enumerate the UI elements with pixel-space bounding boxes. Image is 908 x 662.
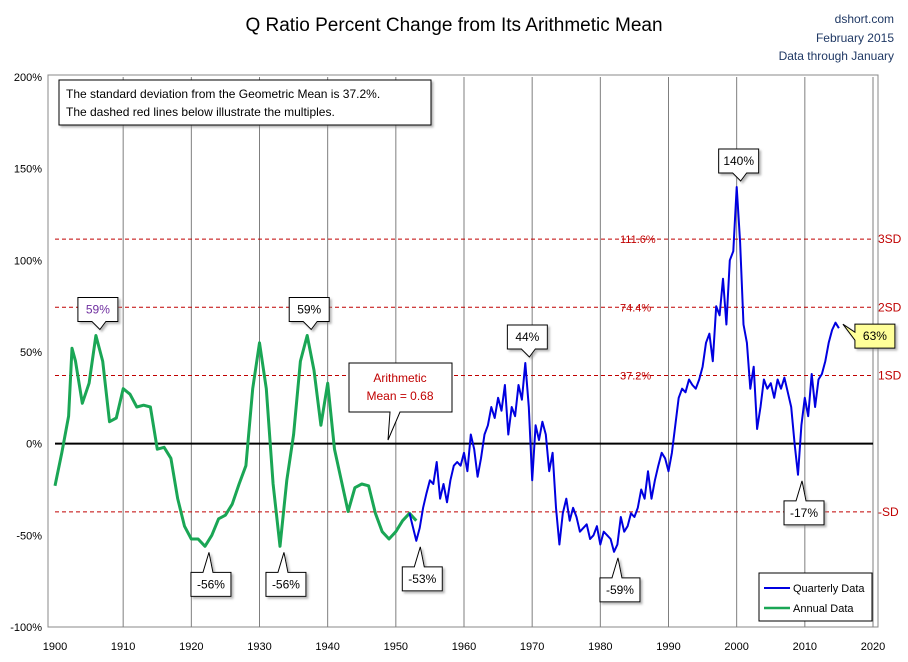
y-tick-label: -100% bbox=[10, 622, 42, 634]
y-tick-label: 100% bbox=[14, 255, 42, 267]
callout: -56% bbox=[190, 552, 232, 597]
callout: -17% bbox=[783, 480, 825, 526]
callout-box bbox=[288, 297, 330, 331]
callout-label: -53% bbox=[408, 572, 436, 586]
callout-box bbox=[718, 148, 760, 182]
y-axis: 200% 150% 100% 50% 0% -50% -100% bbox=[10, 72, 42, 634]
x-tick-label: 1930 bbox=[247, 641, 271, 653]
x-tick-label: 1900 bbox=[43, 641, 67, 653]
x-tick-label: 1940 bbox=[315, 641, 339, 653]
source-note: Data through January bbox=[779, 49, 894, 63]
callout-box bbox=[401, 546, 443, 592]
source-site: dshort.com bbox=[835, 12, 894, 26]
info-line-2: The dashed red lines below illustrate th… bbox=[66, 105, 335, 119]
x-tick-label: 1950 bbox=[384, 641, 408, 653]
callout-label: -56% bbox=[272, 577, 300, 591]
x-tick-label: 1990 bbox=[656, 641, 680, 653]
info-box: The standard deviation from the Geometri… bbox=[58, 79, 432, 126]
x-tick-label: 1910 bbox=[111, 641, 135, 653]
callout: 59% bbox=[288, 297, 330, 331]
y-tick-label: 0% bbox=[26, 439, 42, 451]
legend-label-quarterly: Quarterly Data bbox=[793, 583, 865, 595]
x-tick-label: 1960 bbox=[452, 641, 476, 653]
callout-box bbox=[842, 323, 896, 349]
sd-right-label: 3SD bbox=[878, 232, 902, 246]
source-date: February 2015 bbox=[816, 31, 894, 45]
callout-label: 59% bbox=[297, 303, 321, 317]
callout-box bbox=[190, 552, 232, 597]
callout: -59% bbox=[599, 557, 641, 603]
sd-right-label: 2SD bbox=[878, 300, 902, 314]
callouts: 59% 59% -56% -56% -53% 44% -59% 140% -17% 63% bbox=[77, 148, 896, 603]
callout-label: 63% bbox=[863, 329, 887, 343]
x-tick-label: 1980 bbox=[588, 641, 612, 653]
sd-lines: 111.6% 3SD 74.4% 2SD 37.2% 1SD -SD bbox=[55, 232, 902, 519]
y-tick-label: 50% bbox=[20, 347, 42, 359]
series-quarterly-line bbox=[408, 186, 840, 553]
callout: 140% bbox=[718, 148, 760, 182]
callout: 63% bbox=[842, 323, 896, 349]
chart-title: Q Ratio Percent Change from Its Arithmet… bbox=[245, 15, 662, 36]
callout-label: 44% bbox=[515, 330, 539, 344]
callout-box bbox=[599, 557, 641, 603]
callout-label: -56% bbox=[197, 577, 225, 591]
callout-label: 59% bbox=[86, 303, 110, 317]
legend: Quarterly Data Annual Data bbox=[758, 572, 873, 622]
mean-callout-line-1: Arithmetic bbox=[373, 371, 426, 385]
callout-box bbox=[506, 324, 548, 358]
series-annual-line bbox=[53, 334, 418, 548]
sd-right-label: -SD bbox=[878, 505, 899, 519]
mean-callout: Arithmetic Mean = 0.68 bbox=[348, 362, 453, 441]
callout-label: -59% bbox=[606, 583, 634, 597]
x-axis: 1900 1910 1920 1930 1940 1950 1960 1970 1980 1990… bbox=[43, 641, 885, 653]
sd-line-label: 74.4% bbox=[620, 302, 651, 314]
callout-label: 140% bbox=[723, 154, 754, 168]
callout-box bbox=[77, 297, 119, 331]
sd-line-label: 37.2% bbox=[620, 370, 651, 382]
x-tick-label: 2020 bbox=[861, 641, 885, 653]
callout: 59% bbox=[77, 297, 119, 331]
callout-box bbox=[783, 480, 825, 526]
series-group bbox=[53, 186, 840, 553]
legend-label-annual: Annual Data bbox=[793, 603, 854, 615]
y-tick-label: 200% bbox=[14, 72, 42, 84]
callout-box bbox=[265, 552, 307, 597]
callout: 44% bbox=[506, 324, 548, 358]
callout: -53% bbox=[401, 546, 443, 592]
y-tick-label: 150% bbox=[14, 164, 42, 176]
sd-line-label: 111.6% bbox=[620, 234, 656, 246]
y-tick-label: -50% bbox=[16, 530, 42, 542]
sd-right-label: 1SD bbox=[878, 368, 902, 382]
callout: -56% bbox=[265, 552, 307, 597]
info-line-1: The standard deviation from the Geometri… bbox=[66, 87, 380, 101]
x-tick-label: 1970 bbox=[520, 641, 544, 653]
mean-callout-line-2: Mean = 0.68 bbox=[366, 389, 433, 403]
x-tick-label: 2010 bbox=[793, 641, 817, 653]
x-tick-label: 2000 bbox=[724, 641, 748, 653]
callout-label: -17% bbox=[790, 506, 818, 520]
x-tick-label: 1920 bbox=[179, 641, 203, 653]
